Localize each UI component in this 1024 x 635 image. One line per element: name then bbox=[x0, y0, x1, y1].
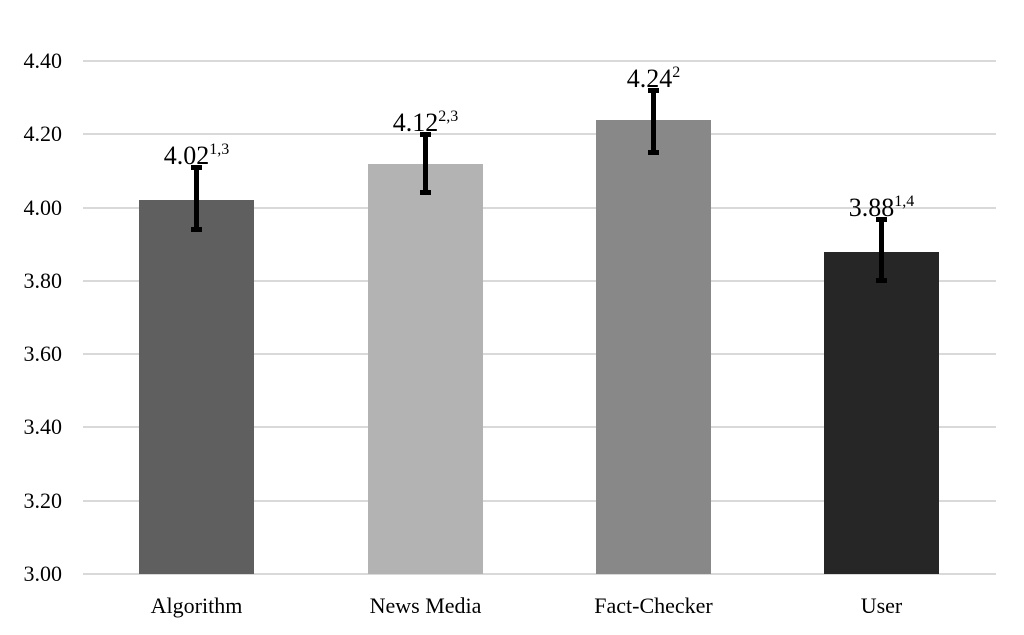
significance-superscript: 1,4 bbox=[894, 192, 915, 210]
error-bar-cap bbox=[648, 88, 659, 94]
value-number: 3.88 bbox=[848, 192, 895, 222]
x-category-label: News Media bbox=[369, 593, 482, 618]
error-bar-cap bbox=[648, 149, 659, 155]
error-bar bbox=[651, 90, 656, 153]
error-bar-cap bbox=[420, 189, 431, 195]
bar-algorithm bbox=[139, 200, 254, 574]
gridline bbox=[83, 206, 996, 209]
value-label: 4.021,3 bbox=[97, 137, 297, 169]
error-bar-cap bbox=[420, 132, 431, 138]
y-tick-label: 4.40 bbox=[23, 48, 63, 73]
gridline bbox=[83, 60, 996, 62]
gridline bbox=[83, 279, 996, 282]
y-tick-label: 4.00 bbox=[23, 194, 63, 220]
error-bar-cap bbox=[191, 226, 202, 232]
error-bar bbox=[194, 167, 199, 230]
y-tick-label: 3.00 bbox=[23, 561, 63, 586]
gridline bbox=[83, 426, 996, 429]
value-label: 4.122,3 bbox=[326, 104, 526, 136]
value-number: 4.12 bbox=[392, 108, 439, 138]
value-label: 3.881,4 bbox=[782, 189, 982, 221]
bar-user bbox=[824, 251, 939, 574]
gridline bbox=[83, 499, 996, 502]
x-category-label: User bbox=[860, 593, 903, 618]
y-tick-label: 3.80 bbox=[23, 267, 63, 293]
significance-superscript: 1,3 bbox=[209, 141, 230, 159]
bar-fact-checker bbox=[596, 119, 711, 574]
error-bar bbox=[879, 218, 884, 281]
x-category-label: Fact-Checker bbox=[594, 593, 713, 618]
error-bar-cap bbox=[876, 277, 887, 283]
y-tick-label: 3.20 bbox=[23, 487, 63, 513]
error-bar-cap bbox=[191, 165, 202, 171]
value-label: 4.242 bbox=[554, 60, 754, 92]
significance-superscript: 2 bbox=[672, 64, 681, 82]
y-tick-label: 3.40 bbox=[23, 414, 63, 440]
x-category-label: Algorithm bbox=[150, 593, 243, 618]
y-tick-label: 4.20 bbox=[23, 121, 63, 147]
gridline bbox=[83, 353, 996, 356]
gridline bbox=[83, 573, 996, 575]
gridline bbox=[83, 133, 996, 136]
error-bar bbox=[423, 134, 428, 193]
value-number: 4.24 bbox=[626, 64, 673, 94]
error-bar-cap bbox=[876, 216, 887, 222]
value-number: 4.02 bbox=[163, 141, 210, 171]
y-tick-label: 3.60 bbox=[23, 341, 63, 367]
significance-superscript: 2,3 bbox=[438, 108, 459, 126]
bar-news-media bbox=[368, 163, 483, 574]
